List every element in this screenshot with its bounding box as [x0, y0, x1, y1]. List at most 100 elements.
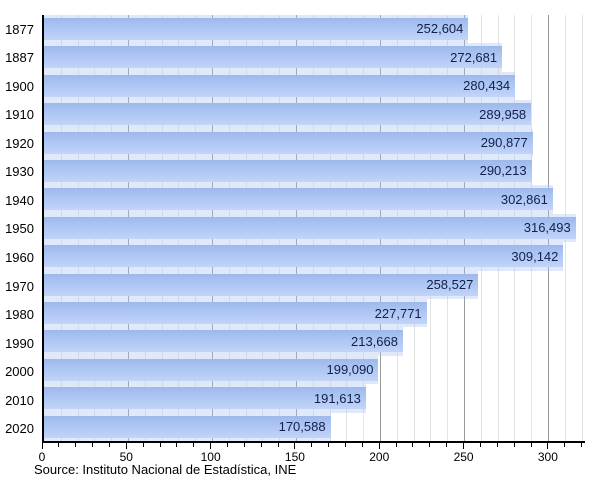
axis-tick: [547, 443, 549, 449]
axis-tick: [243, 443, 245, 447]
axis-tick: [226, 443, 228, 447]
axis-tick: [125, 443, 127, 449]
source-note: Source: Instituto Nacional de Estadístic…: [34, 462, 297, 477]
bar-value-label: 170,588: [278, 419, 326, 435]
bar-value-label: 199,090: [326, 362, 374, 378]
axis-tick: [395, 443, 397, 447]
year-label: 2000: [5, 364, 34, 380]
x-tick-label: 150: [284, 450, 305, 464]
population-bar: 302,861: [44, 188, 553, 211]
bars-layer: 252,604 272,681 280,434 289,958 290,877 290,2…: [44, 15, 585, 442]
year-label: 1980: [5, 307, 34, 323]
axis-tick: [277, 443, 279, 447]
axis-tick: [210, 443, 212, 449]
bar-value-label: 227,771: [374, 305, 422, 321]
bar-value-label: 252,604: [416, 21, 464, 37]
bar-value-label: 309,142: [511, 248, 559, 264]
axis-tick: [328, 443, 330, 447]
gridline: [581, 15, 583, 441]
bar-value-label: 280,434: [463, 78, 511, 94]
axis-tick: [345, 443, 347, 447]
year-label: 1970: [5, 278, 34, 294]
bar-value-label: 272,681: [450, 49, 498, 65]
axis-tick: [361, 443, 363, 447]
axis-tick: [412, 443, 414, 447]
axis-tick: [564, 443, 566, 447]
axis-tick: [513, 443, 515, 447]
population-bar: 290,213: [44, 160, 532, 182]
axis-tick: [446, 443, 448, 447]
axis-tick: [193, 443, 195, 447]
bar-value-label: 213,668: [350, 333, 398, 349]
population-bar: 316,493: [44, 216, 576, 239]
axis-tick: [58, 443, 60, 447]
year-label: 2010: [5, 392, 34, 408]
bar-value-label: 290,213: [479, 163, 527, 179]
population-bar: 252,604: [44, 18, 469, 40]
population-bar: 309,142: [44, 245, 564, 268]
axis-tick: [108, 443, 110, 447]
axis-tick: [581, 443, 583, 447]
axis-tick: [530, 443, 532, 447]
axis-tick: [496, 443, 498, 447]
year-label: 1887: [5, 50, 34, 66]
chart-row: 302,861: [44, 185, 585, 214]
x-tick-label: 250: [453, 450, 474, 464]
year-label: 1940: [5, 192, 34, 208]
axis-tick: [75, 443, 77, 447]
chart-row: 199,090: [44, 355, 585, 385]
year-label: 1900: [5, 78, 34, 94]
y-axis-labels: 1877 1887 1900 1910 1920 1930 1940 1950 1960 1970…: [0, 15, 37, 443]
bar-value-label: 289,958: [479, 106, 527, 122]
population-bar: 290,877: [44, 131, 533, 154]
chart-row: 272,681: [44, 43, 585, 72]
chart-row: 290,877: [44, 128, 585, 158]
x-tick-label: 300: [537, 450, 558, 464]
chart-row: 290,213: [44, 157, 585, 186]
axis-tick: [311, 443, 313, 447]
year-label: 1920: [5, 135, 34, 151]
chart-row: 309,142: [44, 242, 585, 271]
bar-value-label: 316,493: [523, 220, 571, 236]
axis-tick: [159, 443, 161, 447]
chart-row: 191,613: [44, 384, 585, 413]
year-label: 1910: [5, 107, 34, 123]
population-bar: 280,434: [44, 74, 516, 97]
bar-value-label: 302,861: [500, 191, 548, 207]
x-axis-tick-labels: 0 50 100 150 200 250 300: [38, 450, 585, 465]
plot-area: 252,604 272,681 280,434 289,958 290,877 290,2…: [42, 15, 585, 443]
axis-tick: [378, 443, 380, 449]
bar-value-label: 290,877: [480, 135, 528, 151]
x-tick-label: 0: [38, 450, 46, 464]
year-label: 1877: [5, 21, 34, 37]
chart-row: 252,604: [44, 15, 585, 44]
chart-row: 258,527: [44, 270, 585, 300]
year-label: 1960: [5, 250, 34, 266]
population-bar: 199,090: [44, 358, 379, 381]
axis-tick: [260, 443, 262, 447]
x-axis-ticks: [41, 443, 585, 451]
population-bar: 227,771: [44, 302, 427, 324]
population-bar: 170,588: [44, 415, 331, 438]
year-label: 2020: [5, 421, 34, 437]
axis-tick: [463, 443, 465, 449]
chart-row: 227,771: [44, 299, 585, 328]
bar-value-label: 191,613: [313, 390, 361, 406]
axis-tick: [92, 443, 94, 447]
axis-tick: [142, 443, 144, 447]
year-label: 1930: [5, 164, 34, 180]
x-tick-label: 50: [119, 450, 133, 464]
population-bar: 213,668: [44, 330, 403, 353]
year-label: 1990: [5, 335, 34, 351]
chart-row: 289,958: [44, 100, 585, 129]
year-label: 1950: [5, 221, 34, 237]
axis-tick: [479, 443, 481, 447]
chart-row: 280,434: [44, 71, 585, 101]
population-bar: 191,613: [44, 387, 366, 410]
axis-tick: [41, 443, 43, 449]
chart-row: 170,588: [44, 412, 585, 442]
population-bar: 289,958: [44, 103, 532, 126]
chart-row: 213,668: [44, 327, 585, 356]
axis-tick: [294, 443, 296, 449]
